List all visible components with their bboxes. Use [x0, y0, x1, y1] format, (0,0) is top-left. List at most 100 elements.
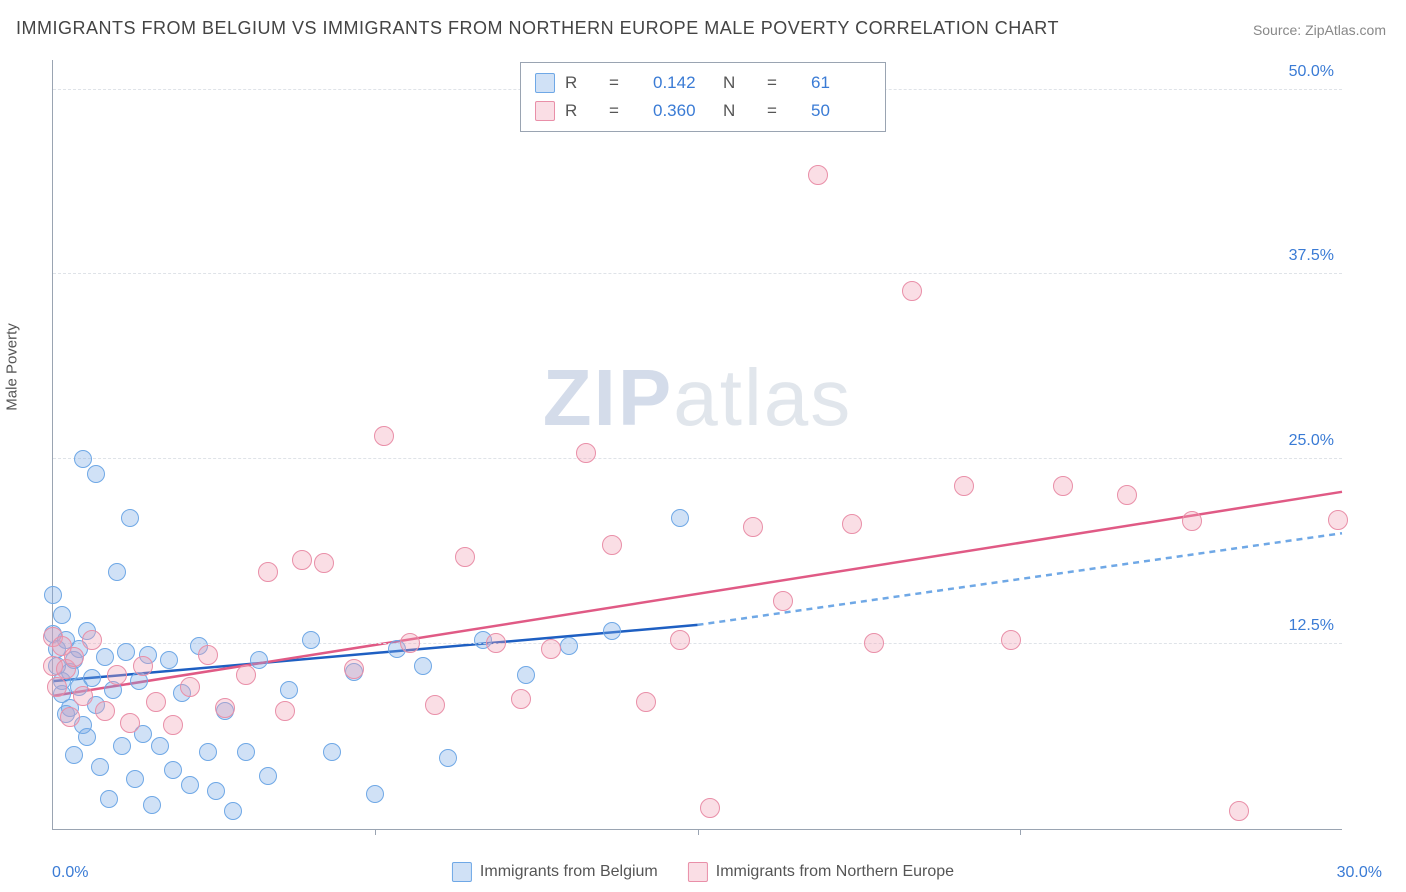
n-value-0: 61: [811, 69, 871, 97]
x-minor-tick: [1020, 829, 1021, 835]
data-point: [773, 591, 793, 611]
r-label: R: [565, 97, 599, 125]
y-tick: 37.5%: [1289, 247, 1334, 265]
data-point: [302, 631, 320, 649]
data-point: [671, 509, 689, 527]
data-point: [87, 465, 105, 483]
watermark-zip: ZIP: [543, 353, 673, 442]
legend-item: Immigrants from Northern Europe: [688, 862, 954, 882]
data-point: [143, 796, 161, 814]
x-minor-tick: [698, 829, 699, 835]
data-point: [280, 681, 298, 699]
data-point: [198, 645, 218, 665]
data-point: [108, 563, 126, 581]
data-point: [237, 743, 255, 761]
regression-lines: [53, 60, 1342, 829]
data-point: [199, 743, 217, 761]
data-point: [160, 651, 178, 669]
x-tick-min: 0.0%: [52, 864, 88, 882]
source-label: Source: ZipAtlas.com: [1253, 22, 1386, 38]
data-point: [602, 535, 622, 555]
data-point: [486, 633, 506, 653]
data-point: [96, 648, 114, 666]
gridline: [53, 643, 1342, 644]
data-point: [808, 165, 828, 185]
data-point: [366, 785, 384, 803]
data-point: [743, 517, 763, 537]
data-point: [1182, 511, 1202, 531]
swatch-icon: [688, 862, 708, 882]
r-value-0: 0.142: [653, 69, 713, 97]
data-point: [65, 746, 83, 764]
x-minor-tick: [375, 829, 376, 835]
data-point: [1229, 801, 1249, 821]
data-point: [455, 547, 475, 567]
data-point: [902, 281, 922, 301]
gridline: [53, 458, 1342, 459]
data-point: [82, 630, 102, 650]
data-point: [133, 656, 153, 676]
data-point: [1001, 630, 1021, 650]
legend-stats-row: R = 0.142 N = 61: [535, 69, 871, 97]
data-point: [73, 686, 93, 706]
data-point: [91, 758, 109, 776]
data-point: [541, 639, 561, 659]
data-point: [259, 767, 277, 785]
data-point: [344, 659, 364, 679]
data-point: [258, 562, 278, 582]
chart-title: IMMIGRANTS FROM BELGIUM VS IMMIGRANTS FR…: [16, 18, 1059, 39]
data-point: [100, 790, 118, 808]
data-point: [180, 677, 200, 697]
data-point: [207, 782, 225, 800]
x-tick-max: 30.0%: [1337, 864, 1382, 882]
data-point: [107, 665, 127, 685]
data-point: [44, 586, 62, 604]
y-tick: 12.5%: [1289, 617, 1334, 635]
swatch-icon: [452, 862, 472, 882]
data-point: [864, 633, 884, 653]
data-point: [181, 776, 199, 794]
eq-label: =: [609, 69, 643, 97]
series-name-0: Immigrants from Belgium: [480, 863, 658, 881]
data-point: [511, 689, 531, 709]
data-point: [954, 476, 974, 496]
data-point: [164, 761, 182, 779]
data-point: [95, 701, 115, 721]
data-point: [700, 798, 720, 818]
data-point: [47, 677, 67, 697]
watermark: ZIPatlas: [543, 352, 852, 444]
data-point: [517, 666, 535, 684]
watermark-atlas: atlas: [673, 353, 852, 442]
data-point: [314, 553, 334, 573]
data-point: [126, 770, 144, 788]
data-point: [842, 514, 862, 534]
data-point: [113, 737, 131, 755]
data-point: [414, 657, 432, 675]
legend-series: Immigrants from Belgium Immigrants from …: [442, 862, 964, 882]
data-point: [439, 749, 457, 767]
data-point: [60, 707, 80, 727]
n-label: N: [723, 69, 757, 97]
data-point: [83, 669, 101, 687]
data-point: [1117, 485, 1137, 505]
data-point: [74, 450, 92, 468]
data-point: [120, 713, 140, 733]
data-point: [224, 802, 242, 820]
r-label: R: [565, 69, 599, 97]
data-point: [275, 701, 295, 721]
data-point: [1053, 476, 1073, 496]
scatter-plot: ZIPatlas 12.5%25.0%37.5%50.0%: [52, 60, 1342, 830]
data-point: [151, 737, 169, 755]
data-point: [236, 665, 256, 685]
data-point: [117, 643, 135, 661]
eq-label: =: [767, 97, 801, 125]
n-label: N: [723, 97, 757, 125]
data-point: [146, 692, 166, 712]
gridline: [53, 273, 1342, 274]
data-point: [425, 695, 445, 715]
y-axis-label: Male Poverty: [4, 323, 21, 411]
data-point: [636, 692, 656, 712]
data-point: [400, 633, 420, 653]
data-point: [78, 728, 96, 746]
data-point: [163, 715, 183, 735]
